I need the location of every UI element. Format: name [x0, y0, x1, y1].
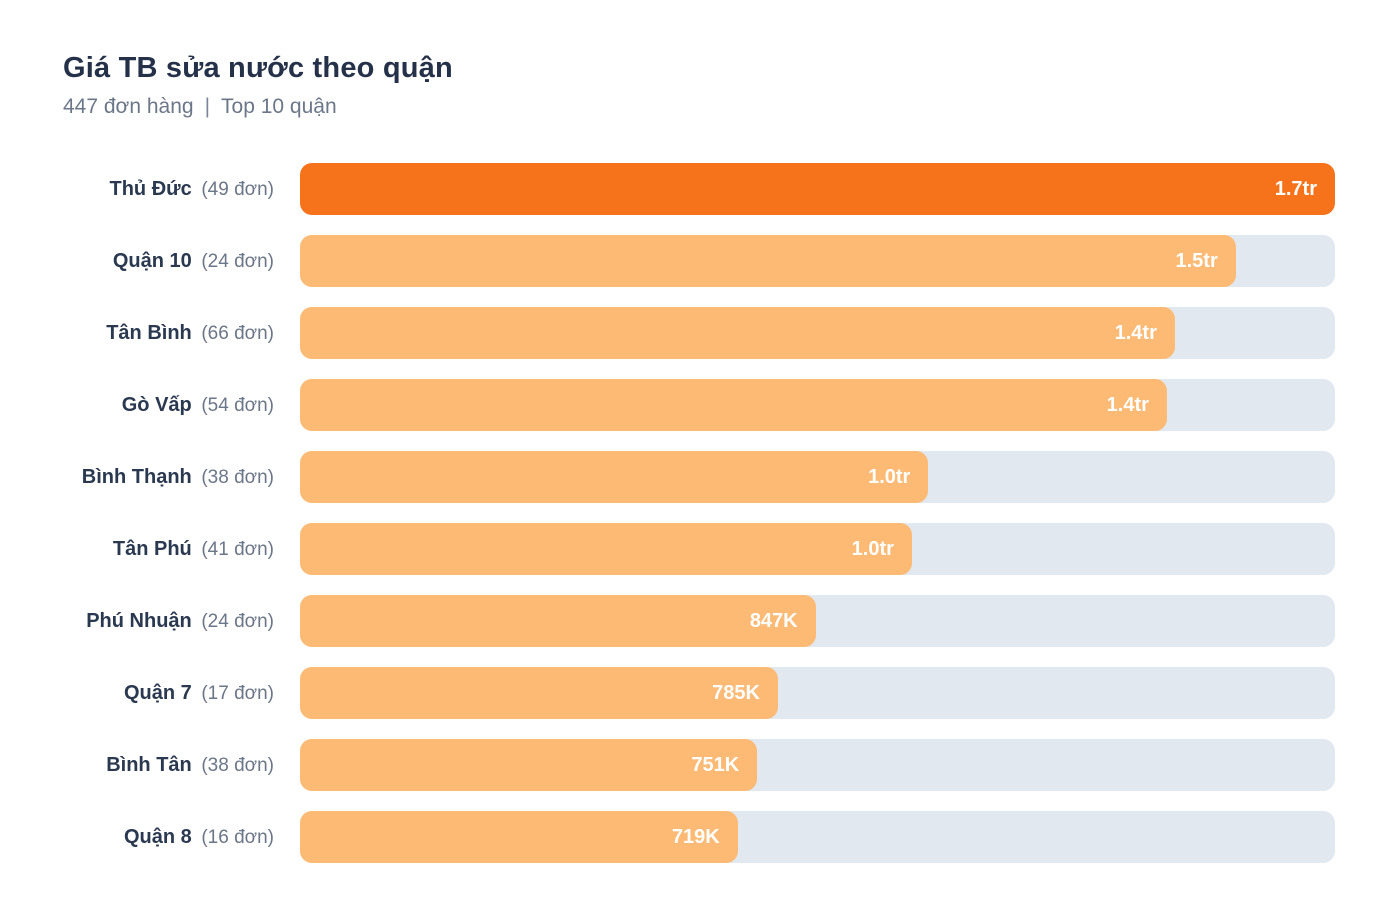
- bar[interactable]: 1.4tr: [300, 307, 1175, 359]
- district-name: Gò Vấp: [121, 393, 192, 416]
- bar-row: Bình Thạnh (38 đơn) 1.0tr: [63, 451, 1335, 503]
- bar[interactable]: 1.0tr: [300, 523, 912, 575]
- avg-price-by-district-card: Giá TB sửa nước theo quận 447 đơn hàng | T…: [63, 52, 1335, 863]
- subtitle-separator: |: [204, 95, 211, 118]
- district-order-count: (24 đơn): [201, 250, 274, 272]
- scope-label: Top 10 quận: [221, 95, 337, 118]
- bar-track: 1.5tr: [300, 235, 1335, 287]
- district-label: Phú Nhuận (24 đơn): [63, 608, 300, 635]
- district-label: Tân Phú (41 đơn): [63, 536, 300, 563]
- chart-header: Giá TB sửa nước theo quận 447 đơn hàng | T…: [63, 52, 1335, 119]
- district-name: Bình Tân: [106, 753, 192, 776]
- bar-track: 785K: [300, 667, 1335, 719]
- bar-value-label: 1.4tr: [1106, 393, 1149, 416]
- bar-row: Tân Phú (41 đơn) 1.0tr: [63, 523, 1335, 575]
- bar-row: Tân Bình (66 đơn) 1.4tr: [63, 307, 1335, 359]
- bar-value-label: 847K: [749, 609, 798, 632]
- bar-row: Phú Nhuận (24 đơn) 847K: [63, 595, 1335, 647]
- bar-track: 1.7tr: [300, 163, 1335, 215]
- bar-row: Quận 10 (24 đơn) 1.5tr: [63, 235, 1335, 287]
- bar[interactable]: 751K: [300, 739, 758, 791]
- bar[interactable]: 1.7tr: [300, 163, 1335, 215]
- district-label: Gò Vấp (54 đơn): [63, 392, 300, 419]
- bar-row: Bình Tân (38 đơn) 751K: [63, 739, 1335, 791]
- district-name: Phú Nhuận: [86, 609, 192, 632]
- bar-row: Thủ Đức (49 đơn) 1.7tr: [63, 163, 1335, 215]
- district-name: Bình Thạnh: [81, 465, 192, 488]
- district-label: Quận 10 (24 đơn): [63, 248, 300, 275]
- district-name: Quận 8: [123, 825, 192, 848]
- bar[interactable]: 1.4tr: [300, 379, 1167, 431]
- bar-track: 1.4tr: [300, 307, 1335, 359]
- district-name: Quận 10: [112, 249, 192, 272]
- bar[interactable]: 785K: [300, 667, 778, 719]
- bar[interactable]: 1.0tr: [300, 451, 929, 503]
- bar-value-label: 751K: [691, 753, 740, 776]
- district-label: Quận 8 (16 đơn): [63, 824, 300, 851]
- district-label: Quận 7 (17 đơn): [63, 680, 300, 707]
- district-name: Quận 7: [123, 681, 192, 704]
- bar-value-label: 1.0tr: [851, 537, 894, 560]
- bar-row: Gò Vấp (54 đơn) 1.4tr: [63, 379, 1335, 431]
- bar-track: 751K: [300, 739, 1335, 791]
- bar-chart-rows: Thủ Đức (49 đơn) 1.7tr Quận 10 (24 đơn) …: [63, 163, 1335, 863]
- chart-title: Giá TB sửa nước theo quận: [63, 52, 453, 84]
- district-name: Tân Bình: [106, 321, 192, 344]
- bar-value-label: 785K: [712, 681, 760, 704]
- bar-row: Quận 7 (17 đơn) 785K: [63, 667, 1335, 719]
- bar-track: 1.0tr: [300, 523, 1335, 575]
- district-label: Tân Bình (66 đơn): [63, 320, 300, 347]
- bar-value-label: 719K: [671, 825, 720, 848]
- bar[interactable]: 1.5tr: [300, 235, 1236, 287]
- orders-total-label: 447 đơn hàng: [63, 95, 194, 118]
- bar-value-label: 1.0tr: [868, 465, 911, 488]
- bar-row: Quận 8 (16 đơn) 719K: [63, 811, 1335, 863]
- district-order-count: (16 đơn): [201, 826, 274, 848]
- district-order-count: (38 đơn): [201, 754, 274, 776]
- district-label: Thủ Đức (49 đơn): [63, 176, 300, 203]
- chart-subtitle: 447 đơn hàng | Top 10 quận: [63, 95, 1335, 119]
- district-order-count: (38 đơn): [201, 466, 274, 488]
- bar-track: 1.4tr: [300, 379, 1335, 431]
- district-order-count: (54 đơn): [201, 394, 274, 416]
- district-order-count: (49 đơn): [201, 178, 274, 200]
- bar-track: 847K: [300, 595, 1335, 647]
- district-order-count: (41 đơn): [201, 538, 274, 560]
- district-order-count: (17 đơn): [201, 682, 274, 704]
- bar-value-label: 1.5tr: [1175, 249, 1218, 272]
- bar-value-label: 1.7tr: [1274, 177, 1317, 200]
- bar-value-label: 1.4tr: [1114, 321, 1157, 344]
- district-order-count: (66 đơn): [201, 322, 274, 344]
- bar[interactable]: 719K: [300, 811, 738, 863]
- district-label: Bình Thạnh (38 đơn): [63, 464, 300, 491]
- district-label: Bình Tân (38 đơn): [63, 752, 300, 779]
- district-name: Thủ Đức: [109, 177, 192, 200]
- bar[interactable]: 847K: [300, 595, 816, 647]
- bar-track: 1.0tr: [300, 451, 1335, 503]
- district-name: Tân Phú: [112, 537, 192, 560]
- bar-track: 719K: [300, 811, 1335, 863]
- district-order-count: (24 đơn): [201, 610, 274, 632]
